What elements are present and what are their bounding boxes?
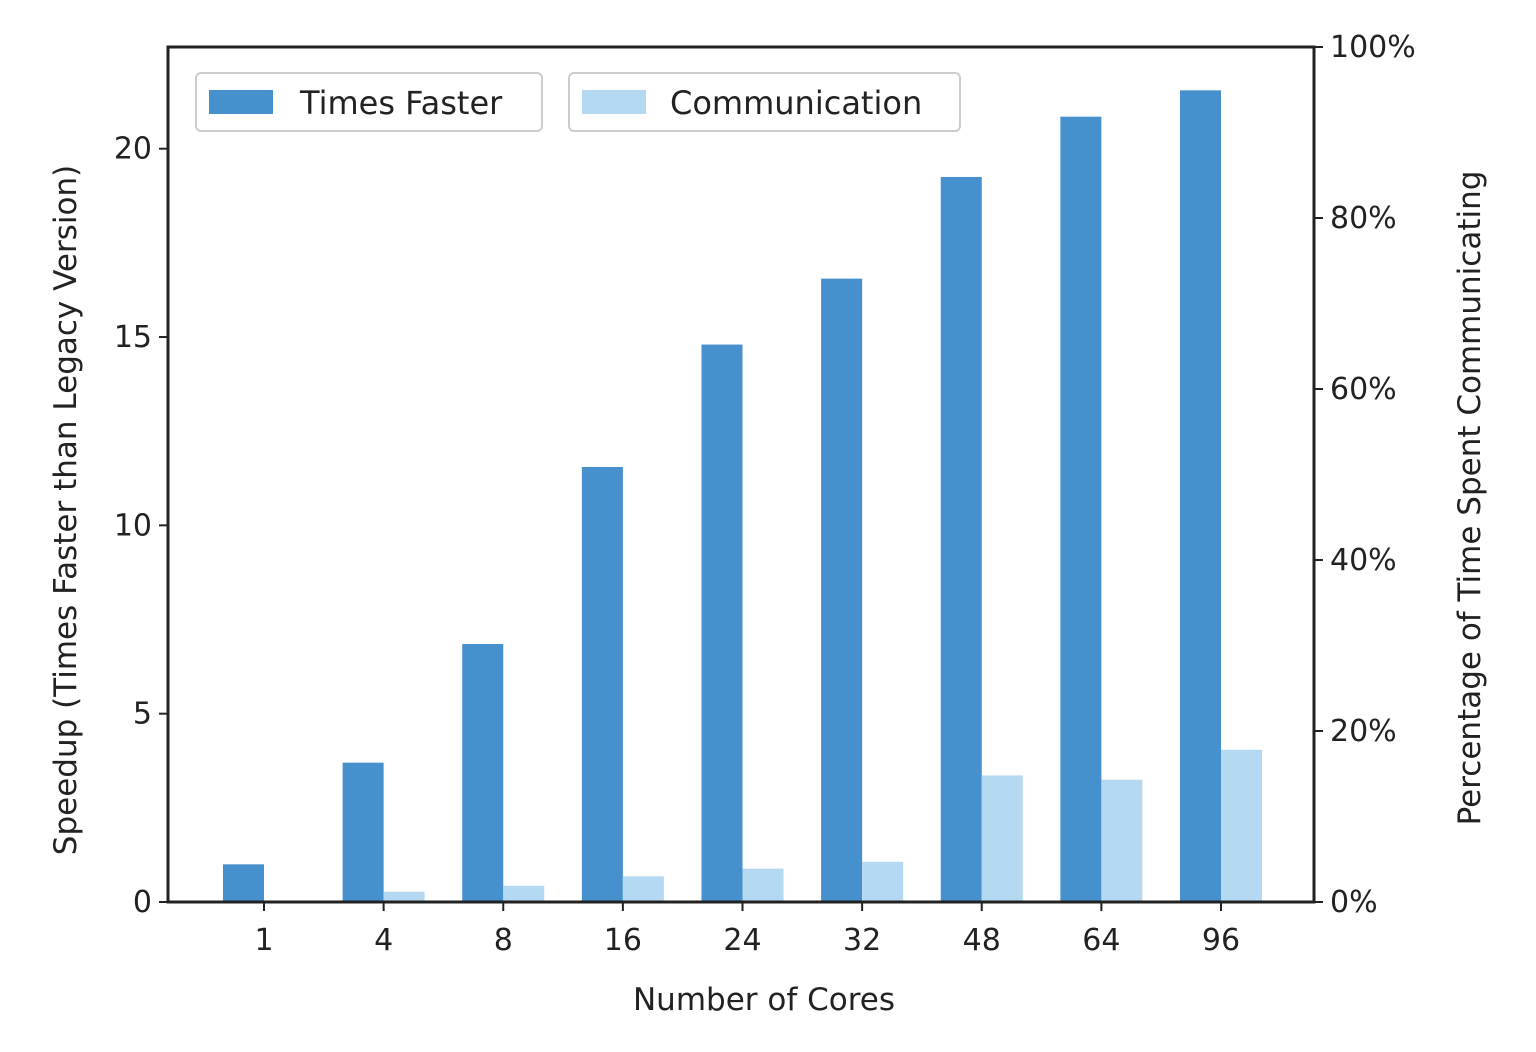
bar-times-faster-48 [940,176,982,902]
x-tick-label: 8 [494,923,513,958]
x-tick-label: 24 [723,923,761,958]
right-tick-label: 0% [1330,885,1378,920]
bar-times-faster-16 [581,466,623,902]
left-axis-ticks: 0 5 10 15 20 [114,132,168,920]
bar-times-faster-4 [342,762,384,902]
x-tick-label: 1 [254,923,273,958]
x-tick-label: 48 [963,923,1001,958]
legend-label-times-faster: Times Faster [299,84,503,122]
bar-communication-4 [383,891,425,902]
bar-communication-64 [1101,779,1143,902]
right-tick-label: 60% [1330,372,1397,407]
bar-communication-48 [981,775,1023,902]
x-tick-label: 64 [1082,923,1120,958]
left-tick-label: 10 [114,508,152,543]
left-tick-label: 15 [114,320,152,355]
bars-layer [223,90,1262,903]
legend-box-times-faster [195,72,543,132]
legend-times-faster: Times Faster [195,72,543,132]
x-tick-label: 32 [843,923,881,958]
right-axis-ticks: 0% 20% 40% 60% 80% 100% [1314,30,1416,920]
left-tick-label: 5 [133,697,152,732]
legend-swatch-times-faster [209,90,273,114]
bar-communication-8 [503,885,545,902]
x-tick-label: 96 [1202,923,1240,958]
legend-box-communication [568,72,961,132]
left-tick-label: 20 [114,132,152,167]
bar-times-faster-1 [223,864,264,902]
legend-communication: Communication [568,72,961,132]
x-axis-title: Number of Cores [633,982,895,1018]
bar-times-faster-96 [1180,90,1221,902]
plot-frame [166,45,1316,904]
x-tick-label: 4 [374,923,393,958]
legend-label-communication: Communication [670,84,922,122]
right-tick-label: 100% [1330,30,1416,65]
bar-times-faster-8 [462,643,504,902]
right-tick-label: 40% [1330,543,1397,578]
right-tick-label: 20% [1330,714,1397,749]
bar-communication-32 [862,861,904,902]
bar-times-faster-64 [1060,116,1102,903]
bar-times-faster-24 [701,344,743,902]
left-axis-title: Speedup (Times Faster than Legacy Versio… [48,165,84,855]
bar-communication-24 [742,868,784,902]
bar-times-faster-32 [821,278,863,902]
legend-swatch-communication [582,90,646,114]
left-tick-label: 0 [133,885,152,920]
bar-communication-16 [622,876,664,902]
right-axis-title: Percentage of Time Spent Communicating [1452,171,1488,826]
x-tick-label: 16 [604,923,642,958]
x-axis-ticks: 1 4 8 16 24 32 48 64 96 [254,902,1240,958]
right-tick-label: 80% [1330,201,1397,236]
bar-communication-96 [1221,749,1262,902]
